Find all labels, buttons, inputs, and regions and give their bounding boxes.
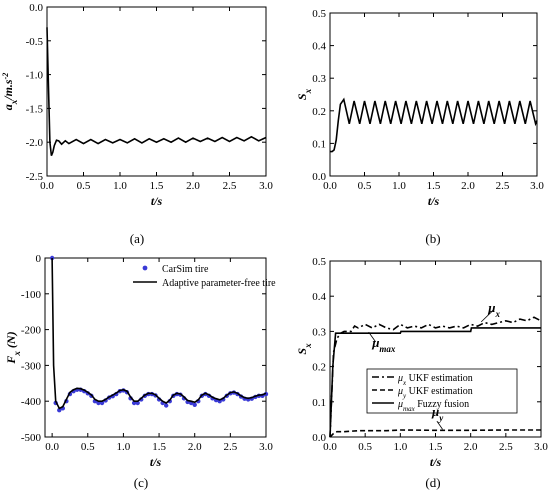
annotation-label: μy: [431, 404, 444, 423]
y-tick-label: -400: [21, 396, 42, 408]
annotation-arrow: [368, 331, 377, 343]
y-tick-label: 0.5: [312, 256, 326, 268]
y-tick-label: 0: [36, 253, 42, 265]
x-tick-label: 2.5: [223, 441, 237, 453]
x-tick-label: 0.0: [323, 180, 337, 192]
series-line: [329, 316, 542, 438]
data-point: [163, 403, 169, 408]
y-tick-label: 0.0: [29, 2, 43, 14]
y-tick-label: -1.5: [26, 103, 44, 115]
x-tick-label: 3.0: [259, 180, 273, 192]
legend-label: CarSim tire: [162, 264, 209, 275]
x-tick-label: 3.0: [259, 441, 273, 453]
x-axis-label: t/s: [430, 455, 442, 469]
panel-d-friction-chart: 0.0 0.5 1.0 1.5 2.0 2.5 3.0 0.0 0.1 0.2 0.3 0.4 0.5 t…: [295, 256, 548, 490]
x-tick-label: 2.0: [188, 441, 202, 453]
x-tick-label: 0.5: [358, 441, 372, 453]
x-tick-label: 1.0: [113, 180, 127, 192]
y-tick-label: 0.3: [312, 326, 326, 338]
series-line: [330, 97, 538, 153]
y-tick-label: -2.5: [26, 171, 44, 183]
x-tick-label: 1.5: [427, 180, 441, 192]
x-tick-label: 1.0: [393, 441, 407, 453]
x-tick-label: 2.5: [223, 180, 237, 192]
y-tick-label: 0.1: [312, 138, 326, 150]
x-tick-label: 2.5: [496, 180, 510, 192]
annotation-arrow: [436, 420, 443, 430]
y-tick-label: -500: [21, 432, 42, 444]
y-tick-label: 0.3: [312, 73, 326, 85]
x-tick-label: 1.0: [117, 441, 131, 453]
data-point: [192, 402, 197, 407]
plot-frame: [44, 257, 267, 438]
panel-c-force-chart: 0.0 0.5 1.0 1.5 2.0 2.5 3.0 0 -100 -200 -300 -400 -5…: [4, 253, 276, 490]
y-tick-label: -100: [21, 289, 42, 301]
x-tick-label: 1.5: [152, 441, 166, 453]
annotation-label: μx: [487, 300, 500, 319]
y-axis-label: Sx: [295, 343, 313, 355]
y-tick-label: 0.0: [312, 171, 326, 183]
y-tick-label: -200: [21, 325, 42, 337]
x-tick-label: 0.5: [77, 180, 91, 192]
legend-label: Adaptive parameter-free tire: [162, 278, 276, 289]
panel-caption: (c): [134, 475, 148, 490]
y-tick-label: 0.4: [312, 41, 326, 53]
panel-caption: (b): [425, 231, 440, 246]
panel-b-slip-chart: 0.0 0.5 1.0 1.5 2.0 2.5 3.0 0.0 0.1 0.2 0.3 0.4 0.5 t…: [295, 8, 544, 246]
x-tick-label: 3.0: [530, 180, 544, 192]
x-tick-label: 2.5: [499, 441, 513, 453]
x-tick-label: 0.0: [45, 441, 59, 453]
annotation-label: μmax: [371, 335, 396, 354]
y-axis-label: Sx: [295, 88, 313, 100]
legend-label: μy UKF estimation: [397, 386, 473, 400]
x-tick-label: 2.0: [461, 180, 475, 192]
series-line: [329, 327, 541, 438]
x-axis-label: t/s: [428, 194, 440, 208]
x-tick-label: 3.0: [534, 441, 548, 453]
y-tick-label: -2.0: [26, 137, 44, 149]
data-point: [57, 407, 62, 413]
panel-caption: (a): [130, 231, 144, 246]
y-tick-label: 0.0: [312, 432, 326, 444]
x-tick-label: 0.0: [323, 441, 337, 453]
x-axis-label: t/s: [151, 194, 163, 208]
x-tick-label: 0.5: [81, 441, 95, 453]
x-tick-label: 2.0: [464, 441, 478, 453]
series-line: [51, 257, 267, 410]
y-axis-label: ax/m.s-2: [1, 73, 20, 111]
y-tick-label: 0.5: [312, 8, 326, 20]
legend-marker: [142, 265, 148, 271]
y-tick-label: 0.2: [312, 362, 326, 374]
series-line: [46, 27, 267, 157]
series-line: [329, 429, 541, 438]
x-tick-label: 2.0: [186, 180, 200, 192]
legend-label: μx UKF estimation: [397, 373, 473, 387]
panel-a-accel-chart: 0.0 0.5 1.0 1.5 2.0 2.5 3.0 0.0 -0.5 -1.0 -1.5 -2.0…: [1, 2, 274, 246]
y-axis-label: Fx (N): [4, 331, 22, 364]
y-tick-label: 0.2: [312, 106, 326, 118]
plot-frame: [329, 12, 538, 177]
x-tick-label: 1.0: [392, 180, 406, 192]
x-tick-label: 1.5: [150, 180, 164, 192]
legend-label: μmax Fuzzy fusion: [397, 399, 469, 413]
annotation-arrow: [480, 309, 494, 323]
y-tick-label: 0.4: [312, 291, 326, 303]
x-tick-label: 1.5: [429, 441, 443, 453]
x-axis-label: t/s: [150, 455, 162, 469]
panel-caption: (d): [425, 475, 440, 490]
y-tick-label: -300: [21, 360, 42, 372]
y-tick-label: 0.1: [312, 397, 326, 409]
y-tick-label: -0.5: [26, 36, 44, 48]
x-tick-label: 0.5: [358, 180, 372, 192]
x-tick-label: 0.0: [40, 180, 54, 192]
y-tick-label: -1.0: [26, 70, 44, 82]
plot-frame: [46, 6, 267, 177]
